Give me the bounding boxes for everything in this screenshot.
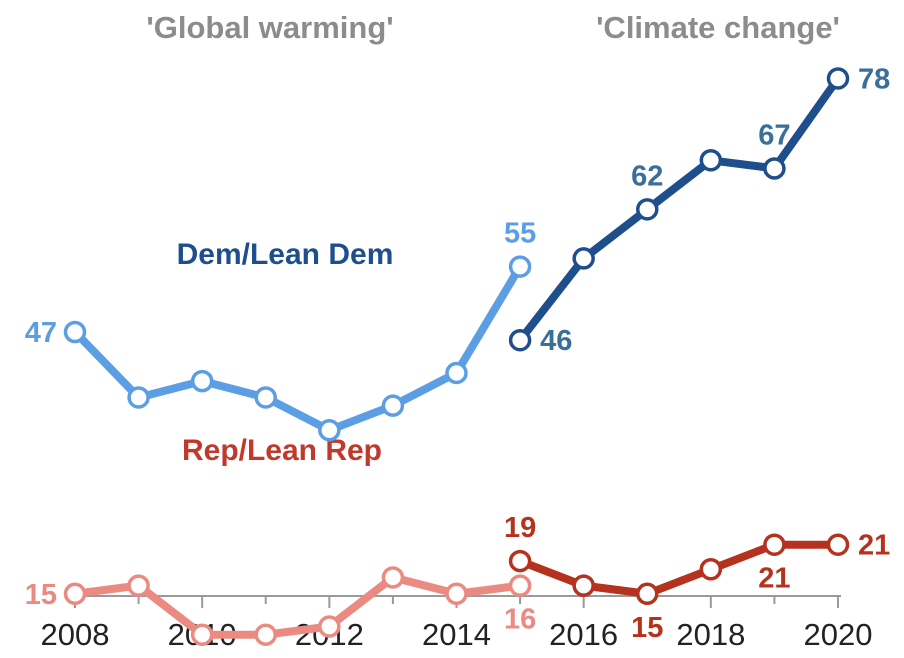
data-point-marker xyxy=(190,623,214,646)
x-tick-label: 2020 xyxy=(804,617,873,652)
data-point-marker xyxy=(318,418,341,442)
x-tick-label: 2018 xyxy=(676,617,745,652)
data-label: 21 xyxy=(858,530,890,562)
data-point-marker xyxy=(572,247,595,270)
data-point-marker xyxy=(763,157,786,180)
x-tick-label: 2008 xyxy=(41,617,110,652)
data-point-marker xyxy=(508,328,532,352)
data-point-marker xyxy=(636,582,659,606)
series-layer xyxy=(63,67,850,646)
data-point-marker xyxy=(636,198,659,221)
x-axis: 2008201020122014201620182020 xyxy=(41,595,873,652)
data-label: 16 xyxy=(504,604,536,636)
data-point-marker xyxy=(254,386,277,409)
series-dem-climate-change xyxy=(508,67,850,352)
data-point-marker xyxy=(190,369,214,393)
data-label: 62 xyxy=(631,160,663,192)
data-point-marker xyxy=(63,320,87,344)
series-rep-global-warming xyxy=(63,566,532,646)
series-rep-climate-change xyxy=(508,533,850,606)
data-label: 19 xyxy=(504,512,536,544)
data-label: 67 xyxy=(758,119,790,151)
data-point-marker xyxy=(508,574,532,597)
data-point-marker xyxy=(763,533,786,556)
data-point-marker xyxy=(699,149,723,172)
data-label: 46 xyxy=(540,325,572,357)
data-point-marker xyxy=(508,549,532,573)
data-label: 47 xyxy=(25,317,57,349)
series-label-rep: Rep/Lean Rep xyxy=(182,434,382,467)
data-labels: 47 55 46 62 67 78 15 16 19 15 21 21 xyxy=(25,63,891,643)
data-point-marker xyxy=(318,615,341,638)
data-point-marker xyxy=(445,582,468,606)
series-line-dem-climate-change xyxy=(516,74,842,345)
series-dem-global-warming xyxy=(63,255,532,442)
series-label-dem: Dem/Lean Dem xyxy=(177,238,394,271)
data-point-marker xyxy=(572,574,595,597)
data-point-marker xyxy=(699,558,723,581)
data-point-marker xyxy=(826,533,850,556)
data-label: 15 xyxy=(25,579,57,611)
data-point-marker xyxy=(445,361,468,385)
period-label-climate-change: 'Climate change' xyxy=(596,10,840,45)
period-label-global-warming: 'Global warming' xyxy=(146,10,393,45)
data-point-marker xyxy=(826,67,850,90)
data-point-marker xyxy=(508,255,532,278)
x-tick-label: 2016 xyxy=(549,617,618,652)
data-point-marker xyxy=(127,574,150,597)
data-point-marker xyxy=(254,623,277,646)
data-point-marker xyxy=(381,394,405,417)
data-label: 78 xyxy=(858,63,890,95)
data-point-marker xyxy=(63,582,87,606)
data-label: 15 xyxy=(631,612,663,644)
data-point-marker xyxy=(381,566,405,589)
x-tick-label: 2014 xyxy=(422,617,491,652)
data-label: 55 xyxy=(504,218,536,250)
data-label: 21 xyxy=(758,563,790,595)
data-point-marker xyxy=(127,386,150,409)
